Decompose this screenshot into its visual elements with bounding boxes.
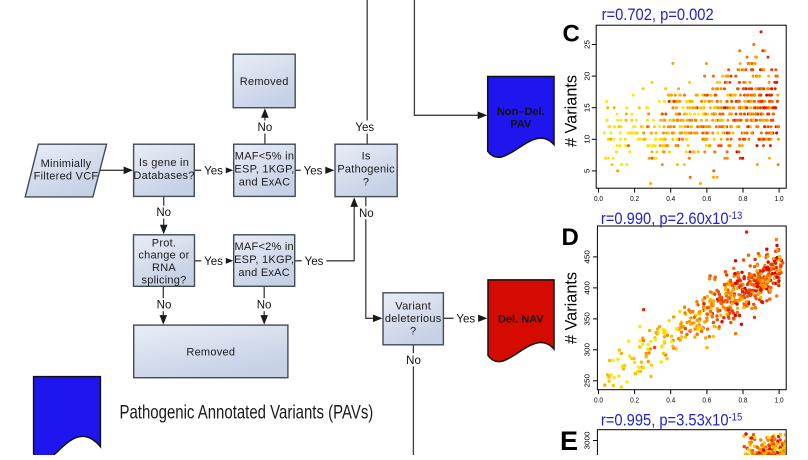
svg-text:Yes: Yes xyxy=(304,165,323,177)
svg-text:450: 450 xyxy=(583,250,592,264)
svg-text:D: D xyxy=(562,224,579,251)
svg-text:20: 20 xyxy=(583,72,592,81)
svg-text:# Variants: # Variants xyxy=(563,272,581,344)
svg-text:splicing?: splicing? xyxy=(141,274,186,286)
svg-text:Del. NAV: Del. NAV xyxy=(498,313,544,325)
svg-text:Removed: Removed xyxy=(186,346,235,358)
svg-text:Variant: Variant xyxy=(395,300,431,312)
svg-text:Yes: Yes xyxy=(456,313,475,325)
svg-text:Pathogenic Annotated Variants: Pathogenic Annotated Variants (PAVs) xyxy=(120,402,374,424)
svg-text:E: E xyxy=(560,426,578,455)
svg-text:Removed: Removed xyxy=(240,76,289,88)
svg-text:0.6: 0.6 xyxy=(702,194,711,203)
svg-text:0.4: 0.4 xyxy=(666,395,675,404)
svg-text:15: 15 xyxy=(583,103,592,112)
svg-text:0.8: 0.8 xyxy=(739,194,748,203)
svg-text:Pathogenic: Pathogenic xyxy=(337,164,395,176)
svg-text:ESP, 1KGP,: ESP, 1KGP, xyxy=(234,254,294,266)
svg-text:No: No xyxy=(406,355,421,367)
svg-text:0.0: 0.0 xyxy=(594,395,603,404)
svg-text:r=0.702, p=0.002: r=0.702, p=0.002 xyxy=(602,6,714,24)
svg-text:1.0: 1.0 xyxy=(775,395,784,404)
svg-text:0.2: 0.2 xyxy=(630,194,639,203)
svg-text:PAV: PAV xyxy=(510,118,532,130)
svg-text:No: No xyxy=(258,122,273,134)
svg-text:r=0.995, p=3.53x10-15: r=0.995, p=3.53x10-15 xyxy=(601,412,743,430)
svg-text:Yes: Yes xyxy=(355,122,374,134)
svg-text:5: 5 xyxy=(583,169,592,174)
svg-text:No: No xyxy=(156,207,171,219)
svg-text:MAF<5% in: MAF<5% in xyxy=(235,151,294,163)
svg-text:# Variants: # Variants xyxy=(563,75,581,147)
svg-text:0.8: 0.8 xyxy=(739,395,748,404)
svg-text:MAF<2% in: MAF<2% in xyxy=(234,241,293,253)
svg-text:350: 350 xyxy=(583,312,592,326)
svg-text:Is: Is xyxy=(362,151,371,163)
svg-text:Non–Del.: Non–Del. xyxy=(497,106,545,118)
svg-text:?: ? xyxy=(363,177,369,189)
svg-text:deleterious: deleterious xyxy=(385,313,442,325)
svg-text:1.0: 1.0 xyxy=(775,194,784,203)
svg-text:No: No xyxy=(157,300,172,312)
svg-text:0.6: 0.6 xyxy=(702,395,711,404)
svg-text:Yes: Yes xyxy=(305,256,324,268)
svg-text:r=0.990, p=2.60x10-13: r=0.990, p=2.60x10-13 xyxy=(601,210,743,228)
svg-text:No: No xyxy=(257,300,272,312)
svg-text:Yes: Yes xyxy=(204,165,223,177)
svg-text:3000: 3000 xyxy=(583,432,592,450)
svg-text:400: 400 xyxy=(583,281,592,295)
svg-text:ESP, 1KGP,: ESP, 1KGP, xyxy=(234,164,294,176)
svg-text:0.0: 0.0 xyxy=(594,194,603,203)
svg-text:and ExAC: and ExAC xyxy=(238,267,290,279)
svg-text:0.4: 0.4 xyxy=(666,194,675,203)
svg-text:change or: change or xyxy=(138,250,189,262)
svg-text:?: ? xyxy=(410,326,416,338)
svg-text:RNA: RNA xyxy=(152,262,176,274)
svg-text:and ExAC: and ExAC xyxy=(239,177,291,189)
svg-text:Databases?: Databases? xyxy=(133,170,194,182)
svg-text:300: 300 xyxy=(583,343,592,357)
svg-text:C: C xyxy=(563,20,580,47)
svg-text:Minimially: Minimially xyxy=(41,158,92,170)
svg-text:25: 25 xyxy=(583,40,592,49)
svg-text:Filtered VCF: Filtered VCF xyxy=(34,170,99,182)
svg-text:No: No xyxy=(359,208,374,220)
svg-text:10: 10 xyxy=(583,135,592,144)
svg-text:Yes: Yes xyxy=(204,256,223,268)
svg-text:0.2: 0.2 xyxy=(630,395,639,404)
svg-text:250: 250 xyxy=(583,374,592,388)
svg-text:Prot.: Prot. xyxy=(152,237,176,249)
svg-text:Is gene in: Is gene in xyxy=(139,157,189,169)
